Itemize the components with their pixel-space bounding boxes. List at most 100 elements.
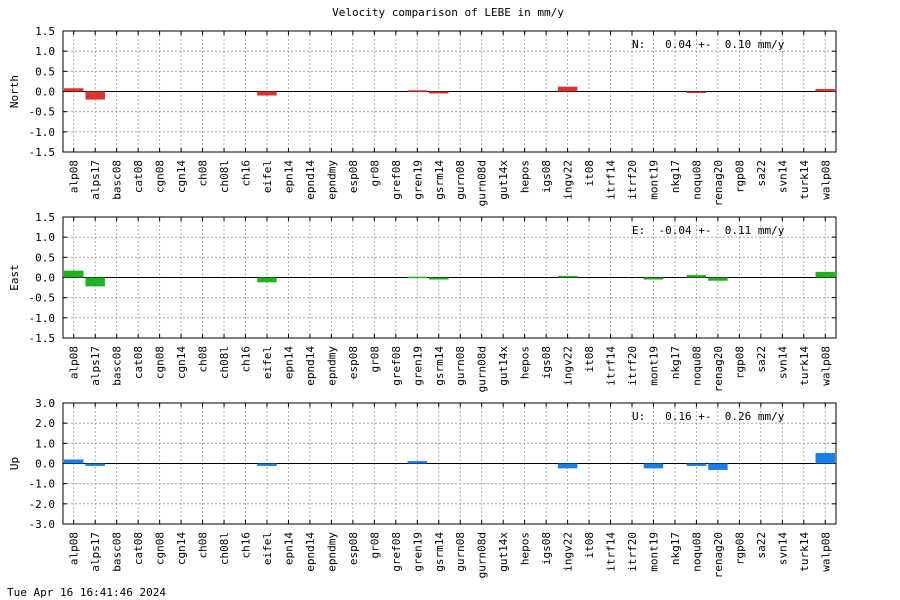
x-tick-label: it08: [583, 160, 596, 187]
x-tick-label: ch08: [197, 532, 210, 559]
x-tick-label: esp08: [347, 346, 360, 379]
x-tick-label: renag20: [712, 160, 725, 206]
x-tick-label: epndmy: [325, 346, 338, 386]
summary-annotation: U: 0.16 +- 0.26 mm/y: [632, 410, 785, 423]
x-tick-label: ch16: [240, 532, 253, 559]
bar-ingv22: [557, 86, 578, 92]
y-tick-label: 1.5: [35, 211, 55, 224]
x-tick-label: eifel: [261, 160, 274, 193]
bar-gren19: [407, 90, 428, 92]
x-tick-label: epnd14: [304, 160, 317, 200]
x-tick-label: gsrm14: [433, 160, 446, 200]
x-tick-label: cgn14: [175, 160, 188, 193]
bar-noqu08: [686, 91, 707, 93]
bar-mont19: [643, 277, 664, 280]
x-tick-label: gref08: [390, 160, 403, 200]
x-tick-label: gsrm14: [433, 532, 446, 572]
y-axis-label: East: [8, 264, 21, 291]
x-tick-label: gren19: [411, 532, 424, 572]
x-tick-label: ingv22: [562, 160, 575, 200]
x-tick-label: cgn14: [175, 346, 188, 379]
x-tick-label: gurn08d: [476, 160, 489, 206]
y-tick-label: -1.5: [29, 332, 56, 345]
x-tick-label: epn14: [282, 346, 295, 379]
bar-gren19: [407, 461, 428, 464]
bar-gren19: [407, 276, 428, 279]
x-tick-label: eifel: [261, 346, 274, 379]
x-tick-label: turk14: [798, 160, 811, 200]
x-tick-label: gurn08: [454, 160, 467, 200]
x-tick-label: hepos: [519, 346, 532, 379]
x-tick-label: epndmy: [325, 532, 338, 572]
x-tick-label: mont19: [647, 346, 660, 386]
x-tick-label: esp08: [347, 160, 360, 193]
x-tick-label: alps17: [89, 160, 102, 200]
y-tick-label: 0.0: [35, 458, 55, 471]
x-tick-label: ch08l: [218, 346, 231, 379]
bar-alp08: [64, 270, 84, 278]
figure-title: Velocity comparison of LEBE in mm/y: [332, 6, 564, 19]
y-tick-label: -3.0: [29, 518, 56, 531]
bar-alp08: [64, 88, 84, 92]
x-tick-label: turk14: [798, 532, 811, 572]
x-tick-label: rgp08: [733, 346, 746, 379]
x-tick-label: sa22: [755, 160, 768, 187]
y-tick-label: 1.0: [35, 231, 55, 244]
x-tick-label: walp08: [819, 160, 832, 200]
bar-eifel: [257, 277, 277, 283]
x-tick-label: ch16: [240, 346, 253, 373]
x-tick-label: noqu08: [690, 532, 703, 572]
x-tick-label: ch08l: [218, 160, 231, 193]
bar-alps17: [85, 91, 105, 100]
x-tick-label: rgp08: [733, 160, 746, 193]
x-tick-label: turk14: [798, 346, 811, 386]
summary-annotation: E: -0.04 +- 0.11 mm/y: [632, 224, 785, 237]
y-tick-label: -0.5: [29, 106, 56, 119]
x-tick-label: gurn08d: [476, 532, 489, 578]
bar-alp08: [64, 459, 84, 464]
x-tick-label: itrf14: [605, 532, 618, 572]
x-tick-label: rgp08: [733, 532, 746, 565]
x-tick-label: gut14x: [497, 346, 510, 386]
bar-noqu08: [686, 463, 707, 466]
plot-frame: [62, 216, 837, 339]
x-tick-label: itrf20: [626, 346, 639, 386]
x-tick-label: cgn08: [154, 160, 167, 193]
x-tick-label: sa22: [755, 532, 768, 559]
x-tick-label: gren19: [411, 160, 424, 200]
x-tick-label: gr08: [368, 346, 381, 373]
x-tick-label: ch08: [197, 346, 210, 373]
x-tick-label: gurn08: [454, 346, 467, 386]
x-tick-label: gut14x: [497, 160, 510, 200]
bar-walp08: [815, 271, 835, 278]
x-tick-label: it08: [583, 346, 596, 373]
x-tick-label: gurn08: [454, 532, 467, 572]
x-tick-label: svn14: [776, 346, 789, 379]
x-tick-label: gr08: [368, 532, 381, 559]
y-tick-label: 1.5: [35, 25, 55, 38]
x-tick-label: igs08: [540, 346, 553, 379]
x-tick-label: cgn14: [175, 532, 188, 565]
bar-walp08: [815, 89, 835, 92]
y-tick-label: 0.0: [35, 272, 55, 285]
bar-gsrm14: [429, 91, 449, 94]
x-tick-label: itrf14: [605, 160, 618, 200]
y-tick-label: -1.0: [29, 312, 56, 325]
y-tick-label: -2.0: [29, 498, 56, 511]
y-tick-label: -1.0: [29, 478, 56, 491]
x-tick-label: alps17: [89, 532, 102, 572]
x-tick-label: basc08: [111, 346, 124, 386]
x-tick-label: cgn08: [154, 532, 167, 565]
bar-ingv22: [557, 463, 578, 469]
summary-annotation: N: 0.04 +- 0.10 mm/y: [632, 38, 785, 51]
x-tick-label: gurn08d: [476, 346, 489, 392]
x-tick-label: epn14: [282, 160, 295, 193]
x-tick-label: mont19: [647, 532, 660, 572]
y-tick-label: -1.5: [29, 146, 56, 159]
x-tick-label: nkg17: [669, 532, 682, 565]
x-tick-label: sa22: [755, 346, 768, 373]
x-tick-label: alp08: [68, 346, 81, 379]
y-tick-label: -1.0: [29, 126, 56, 139]
x-tick-label: nkg17: [669, 160, 682, 193]
x-tick-label: cgn08: [154, 346, 167, 379]
